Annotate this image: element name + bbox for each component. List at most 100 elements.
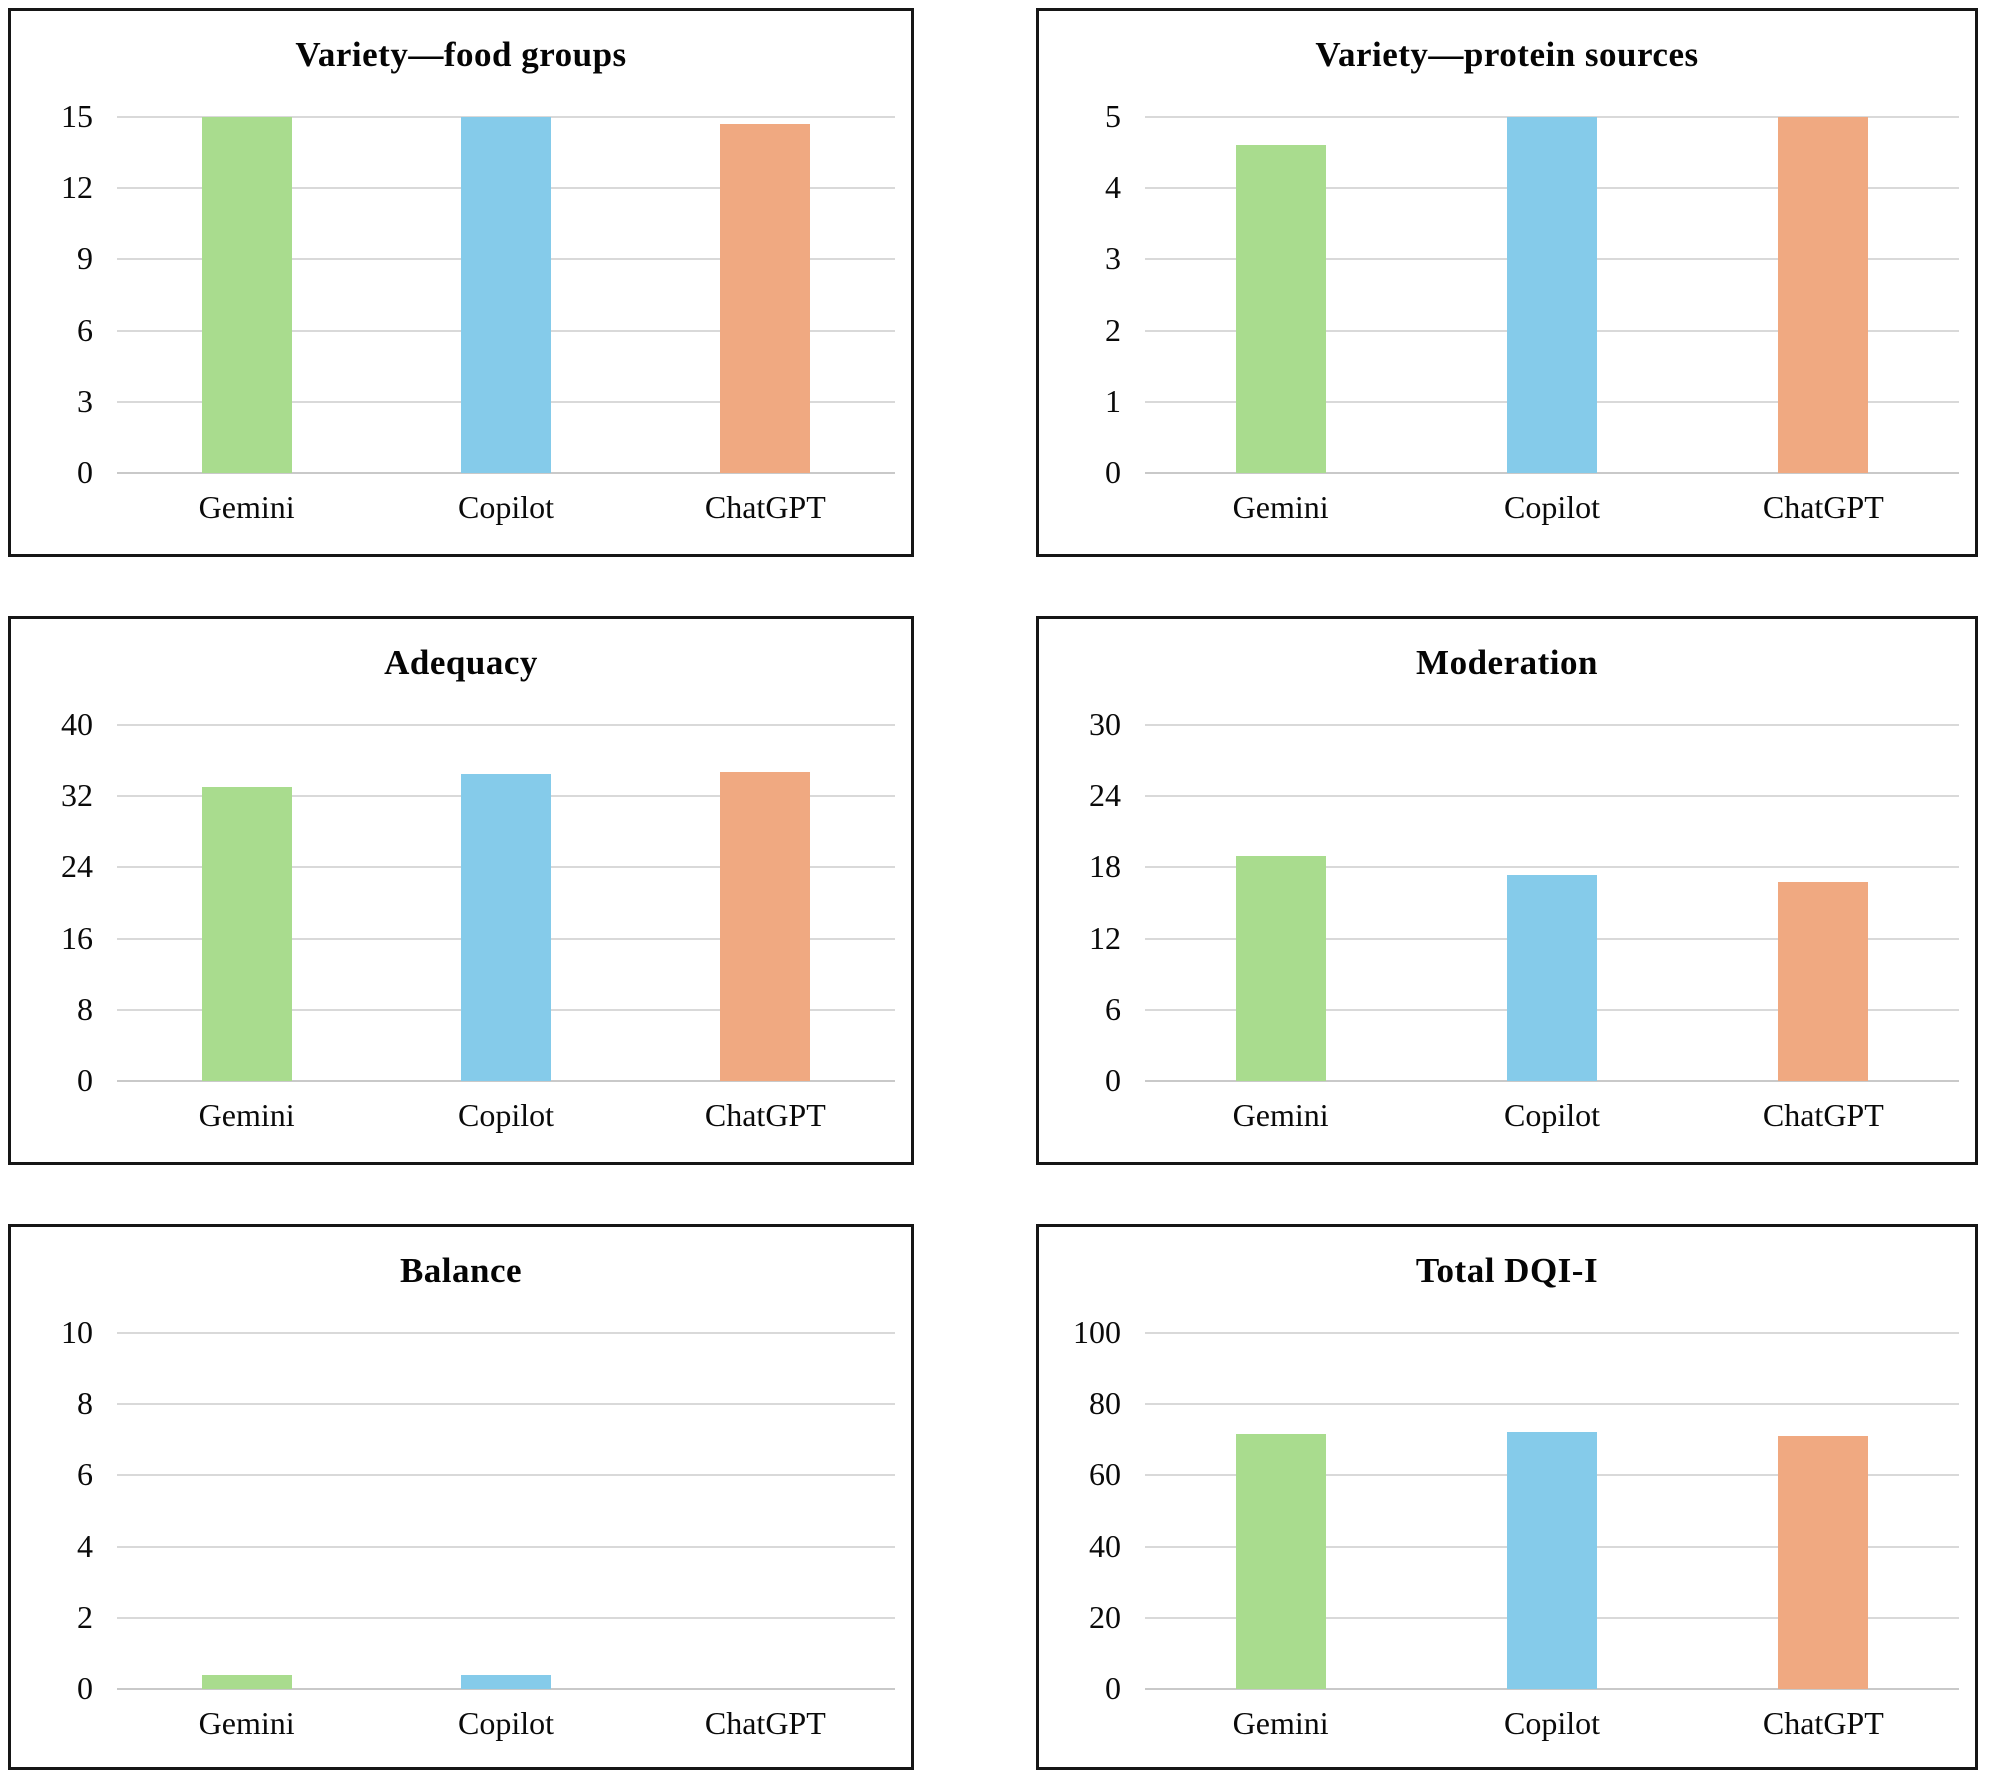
chart-panel-variety-food-groups: Variety—food groups 0 3 6 9 12 15 Gemini Copil… xyxy=(8,8,914,557)
category-slot-copilot xyxy=(376,1333,635,1689)
bar-gemini xyxy=(201,117,292,473)
bar-chatgpt xyxy=(720,772,811,1081)
chart-body: 0 2 4 6 8 10 xyxy=(11,1314,911,1706)
category-label-chatgpt: ChatGPT xyxy=(704,1705,826,1741)
bar-gemini xyxy=(1235,145,1326,473)
gridline xyxy=(117,1403,895,1406)
y-tick-label: 15 xyxy=(61,97,93,134)
gridline xyxy=(117,1474,895,1477)
gridline xyxy=(117,1545,895,1548)
category-label-copilot: Copilot xyxy=(1503,1705,1600,1741)
category-label-chatgpt: ChatGPT xyxy=(1762,1705,1884,1741)
chart-title: Moderation xyxy=(1416,643,1598,682)
y-tick-label: 10 xyxy=(61,1313,93,1350)
category-label-gemini: Gemini xyxy=(198,1097,295,1133)
bars-group xyxy=(1145,1333,1959,1689)
bar-chatgpt xyxy=(1778,881,1869,1081)
y-tick-label: 40 xyxy=(1089,1527,1121,1564)
y-tick-label: 6 xyxy=(77,311,93,348)
category-slot-gemini xyxy=(1145,1333,1416,1689)
plot-area xyxy=(117,724,895,1082)
x-axis: Gemini Copilot ChatGPT xyxy=(1145,1705,1959,1742)
y-tick-label: 16 xyxy=(61,919,93,956)
gridline xyxy=(1145,866,1959,869)
category-slot-gemini xyxy=(1145,725,1416,1081)
bars-group xyxy=(117,725,895,1081)
y-tick-label: 0 xyxy=(77,1061,93,1098)
y-tick-label: 24 xyxy=(61,848,93,885)
x-axis: Gemini Copilot ChatGPT xyxy=(1145,1097,1959,1134)
gridline xyxy=(117,1616,895,1619)
category-label-gemini: Gemini xyxy=(1232,1097,1329,1133)
y-axis: 0 1 2 3 4 5 xyxy=(1039,98,1145,490)
y-axis: 0 6 12 18 24 30 xyxy=(1039,706,1145,1098)
category-slot-chatgpt xyxy=(1688,725,1959,1081)
y-tick-label: 12 xyxy=(1089,919,1121,956)
y-tick-label: 80 xyxy=(1089,1384,1121,1421)
plot-area xyxy=(117,116,895,474)
category-slot-chatgpt xyxy=(1688,1333,1959,1689)
y-tick-label: 2 xyxy=(77,1598,93,1635)
bar-gemini xyxy=(1235,855,1326,1081)
x-axis: Gemini Copilot ChatGPT xyxy=(117,1097,895,1134)
chart-title: Balance xyxy=(399,1251,523,1290)
gridline xyxy=(1145,795,1959,798)
category-slot-copilot xyxy=(1416,725,1687,1081)
gridline xyxy=(1145,724,1959,726)
chart-body: 0 8 16 24 32 40 xyxy=(11,706,911,1098)
x-axis-baseline xyxy=(1145,1080,1959,1082)
x-axis-baseline xyxy=(1145,1688,1959,1690)
x-axis: Gemini Copilot ChatGPT xyxy=(117,1705,895,1742)
chart-panel-moderation: Moderation 0 6 12 18 24 30 Gemini Copilot ChatG… xyxy=(1036,616,1978,1165)
category-slot-chatgpt xyxy=(636,1333,895,1689)
y-tick-label: 0 xyxy=(1105,1061,1121,1098)
y-tick-label: 24 xyxy=(1089,776,1121,813)
category-slot-chatgpt xyxy=(1688,117,1959,473)
bar-gemini xyxy=(201,1674,292,1689)
y-tick-label: 2 xyxy=(1105,311,1121,348)
y-tick-label: 0 xyxy=(1105,453,1121,490)
bar-copilot xyxy=(460,117,551,473)
y-tick-label: 3 xyxy=(1105,240,1121,277)
y-tick-label: 32 xyxy=(61,776,93,813)
y-tick-label: 0 xyxy=(77,453,93,490)
x-axis-baseline xyxy=(117,1080,895,1082)
chart-panel-total-dqi-i: Total DQI-I 0 20 40 60 80 100 Gemini Copilot Ch… xyxy=(1036,1224,1978,1770)
category-slot-copilot xyxy=(376,725,635,1081)
x-axis: Gemini Copilot ChatGPT xyxy=(117,489,895,526)
category-slot-gemini xyxy=(117,725,376,1081)
category-slot-chatgpt xyxy=(636,725,895,1081)
bar-chatgpt xyxy=(720,124,811,473)
category-slot-copilot xyxy=(1416,1333,1687,1689)
y-tick-label: 0 xyxy=(77,1669,93,1706)
category-label-chatgpt: ChatGPT xyxy=(1762,489,1884,525)
y-tick-label: 30 xyxy=(1089,705,1121,742)
y-axis: 0 2 4 6 8 10 xyxy=(11,1314,117,1706)
bar-chatgpt xyxy=(1778,117,1869,473)
category-label-copilot: Copilot xyxy=(1503,1097,1600,1133)
plot-area xyxy=(117,1332,895,1690)
y-tick-label: 3 xyxy=(77,382,93,419)
category-label-chatgpt: ChatGPT xyxy=(704,489,826,525)
x-axis: Gemini Copilot ChatGPT xyxy=(1145,489,1959,526)
y-tick-label: 6 xyxy=(77,1456,93,1493)
bars-group xyxy=(1145,725,1959,1081)
y-tick-label: 9 xyxy=(77,240,93,277)
category-label-chatgpt: ChatGPT xyxy=(1762,1097,1884,1133)
chart-title: Variety—protein sources xyxy=(1315,35,1699,74)
plot-area xyxy=(1145,1332,1959,1690)
y-tick-label: 12 xyxy=(61,168,93,205)
bars-group xyxy=(1145,117,1959,473)
category-label-copilot: Copilot xyxy=(1503,489,1600,525)
gridline xyxy=(117,724,895,726)
bar-copilot xyxy=(1506,874,1597,1081)
chart-panel-balance: Balance 0 2 4 6 8 10 Gemini Copilot ChatGPT xyxy=(8,1224,914,1770)
chart-body: 0 1 2 3 4 5 xyxy=(1039,98,1975,490)
category-slot-gemini xyxy=(117,1333,376,1689)
y-tick-label: 4 xyxy=(1105,168,1121,205)
bar-copilot xyxy=(1506,1431,1597,1689)
bar-copilot xyxy=(1506,117,1597,473)
y-tick-label: 8 xyxy=(77,1384,93,1421)
gridline xyxy=(1145,1403,1959,1406)
